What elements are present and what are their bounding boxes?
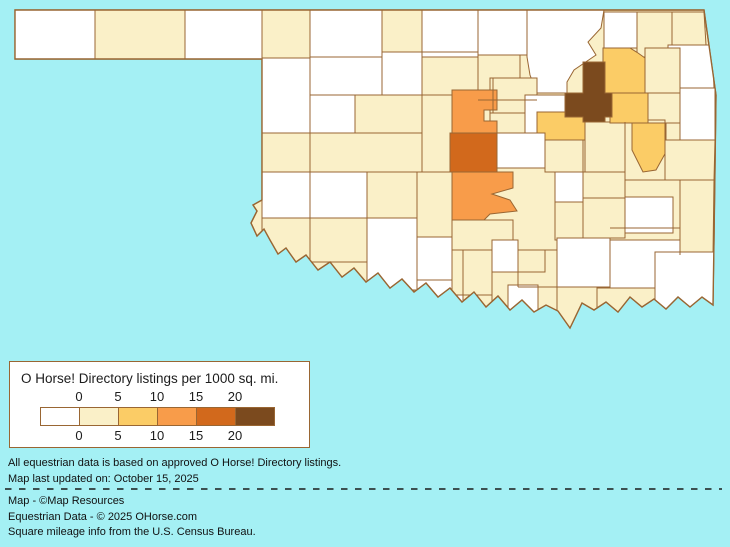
county-25[interactable]	[421, 94, 453, 173]
county-26[interactable]	[261, 132, 311, 173]
legend-tick-label: 10	[149, 428, 165, 443]
county-45[interactable]	[537, 286, 558, 316]
county-59[interactable]	[679, 179, 715, 256]
county-50[interactable]	[582, 197, 626, 239]
county-7[interactable]	[421, 10, 479, 58]
legend-swatch-5	[235, 407, 275, 426]
map-notes: All equestrian data is based on approved…	[8, 456, 341, 487]
legend-tick-label: 0	[75, 428, 83, 443]
county-8[interactable]	[477, 10, 528, 56]
county-36[interactable]	[416, 171, 453, 238]
note-line: Map last updated on: October 15, 2025	[8, 472, 199, 485]
oklahoma-county-map	[14, 9, 717, 332]
legend-ticks-top: 0 5 10 15 20	[10, 389, 309, 405]
county-28[interactable]	[261, 171, 311, 219]
county-33[interactable]	[366, 217, 418, 291]
county-30[interactable]	[309, 217, 368, 263]
county-42[interactable]	[451, 249, 493, 296]
county-62[interactable]	[596, 287, 656, 323]
legend-tick-label: 20	[227, 428, 243, 443]
county-29[interactable]	[309, 171, 368, 219]
county-48[interactable]	[554, 201, 584, 241]
county-31[interactable]	[261, 217, 311, 263]
county-9[interactable]	[526, 10, 605, 94]
county-12[interactable]	[671, 11, 707, 46]
credit-line: Square mileage info from the U.S. Census…	[8, 526, 256, 538]
county-19[interactable]	[381, 51, 423, 96]
legend-tick-label: 15	[188, 428, 204, 443]
county-17[interactable]	[309, 56, 383, 96]
county-4[interactable]	[261, 10, 311, 59]
legend-swatch-0	[40, 407, 80, 426]
legend-box: O Horse! Directory listings per 1000 sq.…	[9, 361, 310, 448]
county-66[interactable]	[451, 171, 518, 221]
legend-tick-label: 5	[114, 389, 122, 404]
state-border	[14, 9, 717, 330]
legend-swatch-4	[196, 407, 236, 426]
legend-tick-label: 0	[75, 389, 83, 404]
county-56[interactable]	[609, 92, 649, 124]
county-57[interactable]	[602, 47, 646, 94]
county-6[interactable]	[381, 10, 423, 53]
county-39[interactable]	[496, 132, 546, 169]
county-1[interactable]	[15, 10, 96, 60]
county-32[interactable]	[261, 261, 368, 330]
county-52[interactable]	[624, 196, 674, 234]
legend-ticks-bottom: 0 5 10 15 20	[10, 428, 309, 444]
county-44[interactable]	[517, 249, 546, 273]
legend-swatch-2	[118, 407, 158, 426]
county-40[interactable]	[544, 139, 584, 173]
county-18[interactable]	[309, 94, 356, 134]
county-61[interactable]	[654, 251, 715, 330]
county-58[interactable]	[664, 139, 716, 181]
legend-tick-label: 20	[227, 389, 243, 404]
credit-line: Equestrian Data - © 2025 OHorse.com	[8, 510, 198, 523]
county-65[interactable]	[449, 132, 498, 173]
map-credits: Map - ©Map Resources Equestrian Data - © …	[8, 494, 256, 541]
legend-swatch-3	[157, 407, 197, 426]
county-63[interactable]	[556, 286, 598, 332]
county-49[interactable]	[582, 171, 626, 199]
county-43[interactable]	[491, 239, 519, 273]
county-24[interactable]	[354, 94, 423, 134]
dashed-divider	[5, 488, 722, 490]
county-2[interactable]	[94, 10, 186, 60]
county-14[interactable]	[644, 47, 681, 124]
legend-color-ramp	[40, 407, 275, 426]
legend-tick-label: 10	[149, 389, 165, 404]
legend-tick-label: 15	[188, 389, 204, 404]
county-3[interactable]	[184, 10, 263, 60]
county-10[interactable]	[603, 11, 638, 49]
county-16[interactable]	[261, 57, 311, 134]
legend-tick-label: 5	[114, 428, 122, 443]
county-46[interactable]	[507, 284, 539, 323]
county-55[interactable]	[631, 122, 667, 173]
county-51[interactable]	[556, 237, 611, 288]
county-53[interactable]	[584, 121, 626, 173]
county-67[interactable]	[564, 61, 613, 123]
credit-line: Map - ©Map Resources	[8, 495, 125, 507]
legend-title: O Horse! Directory listings per 1000 sq.…	[21, 371, 279, 386]
note-line: All equestrian data is based on approved…	[8, 457, 342, 469]
county-27[interactable]	[309, 132, 423, 173]
county-15[interactable]	[679, 87, 716, 141]
county-5[interactable]	[309, 10, 383, 58]
legend-swatch-1	[79, 407, 119, 426]
